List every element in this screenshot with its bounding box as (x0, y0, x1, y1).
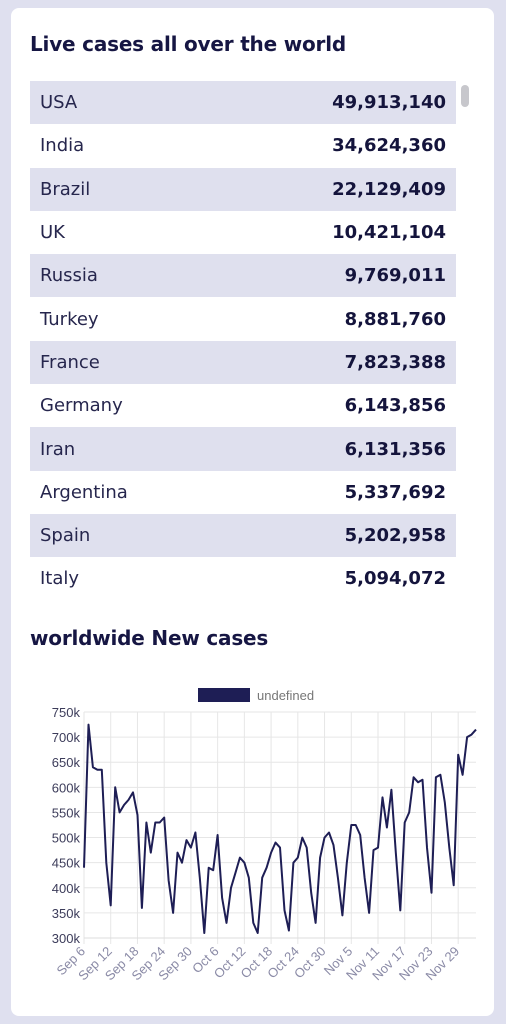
scrollbar-thumb[interactable] (461, 85, 469, 107)
table-row[interactable]: Spain 5,202,958 (30, 513, 456, 558)
table-row[interactable]: Germany 6,143,856 (30, 384, 456, 427)
case-count: 5,202,958 (344, 525, 446, 547)
case-count: 10,421,104 (332, 222, 446, 244)
case-count: 49,913,140 (332, 92, 446, 114)
country-name: UK (40, 222, 65, 244)
country-name: Turkey (40, 308, 99, 330)
y-tick-label: 550k (52, 805, 81, 820)
legend-swatch (198, 688, 250, 702)
table-row[interactable]: Argentina 5,337,692 (30, 471, 456, 514)
country-name: Germany (40, 395, 123, 417)
case-count: 6,131,356 (344, 438, 446, 460)
country-name: Iran (40, 438, 76, 460)
new-cases-chart: undefined 300k 350k 400k 450k 500k 550k 600k 650… (52, 688, 477, 983)
table-row[interactable]: USA 49,913,140 (30, 81, 456, 125)
y-tick-label: 350k (52, 906, 81, 921)
case-count: 5,094,072 (344, 568, 446, 590)
live-cases-table[interactable]: USA 49,913,140 India 34,624,360 Brazil 22,129… (30, 81, 456, 597)
table-row[interactable]: India 34,624,360 (30, 124, 456, 167)
case-count: 5,337,692 (344, 481, 446, 503)
case-count: 9,769,011 (344, 265, 446, 287)
y-tick-label: 500k (52, 831, 81, 846)
y-tick-label: 700k (52, 730, 81, 745)
case-count: 6,143,856 (344, 395, 446, 417)
country-name: Italy (40, 568, 80, 590)
country-name: France (40, 351, 100, 373)
y-tick-label: 450k (52, 856, 81, 871)
dashboard-card: Live cases all over the world USA 49,913,… (11, 8, 494, 1016)
case-count: 34,624,360 (332, 135, 446, 157)
case-count: 22,129,409 (332, 178, 446, 200)
case-count: 7,823,388 (344, 351, 446, 373)
table-row[interactable]: Brazil 22,129,409 (30, 167, 456, 211)
country-name: Brazil (40, 178, 91, 200)
y-tick-label: 600k (52, 780, 81, 795)
country-name: USA (40, 92, 78, 114)
country-name: India (40, 135, 85, 157)
y-tick-label: 650k (52, 755, 81, 770)
table-row[interactable]: Italy 5,094,072 (30, 557, 456, 597)
country-name: Spain (40, 525, 91, 547)
live-cases-title: Live cases all over the world (30, 32, 346, 56)
y-tick-label: 750k (52, 705, 81, 720)
table-scrollbar[interactable] (457, 81, 473, 597)
country-name: Argentina (40, 481, 128, 503)
new-cases-title: worldwide New cases (30, 626, 269, 650)
table-row[interactable]: Turkey 8,881,760 (30, 297, 456, 340)
table-row[interactable]: France 7,823,388 (30, 340, 456, 385)
country-name: Russia (40, 265, 98, 287)
table-row[interactable]: Russia 9,769,011 (30, 254, 456, 298)
legend-label: undefined (257, 688, 314, 703)
series-line (83, 723, 477, 934)
case-count: 8,881,760 (344, 308, 446, 330)
y-tick-label: 400k (52, 881, 81, 896)
table-row[interactable]: Iran 6,131,356 (30, 427, 456, 471)
y-tick-label: 300k (52, 931, 81, 946)
table-row[interactable]: UK 10,421,104 (30, 211, 456, 254)
